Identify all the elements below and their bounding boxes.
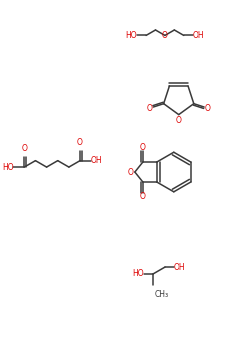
Text: O: O (128, 168, 134, 176)
Text: OH: OH (193, 31, 204, 40)
Text: O: O (140, 143, 146, 152)
Text: O: O (146, 104, 152, 113)
Text: OH: OH (91, 156, 102, 165)
Text: O: O (205, 104, 211, 113)
Text: HO: HO (126, 31, 137, 40)
Text: HO: HO (2, 163, 14, 172)
Text: O: O (140, 192, 146, 201)
Text: O: O (21, 144, 27, 153)
Text: OH: OH (174, 262, 186, 272)
Text: HO: HO (132, 270, 144, 279)
Text: O: O (77, 138, 83, 147)
Text: CH₃: CH₃ (155, 290, 169, 299)
Text: O: O (162, 31, 168, 40)
Text: O: O (176, 116, 182, 125)
